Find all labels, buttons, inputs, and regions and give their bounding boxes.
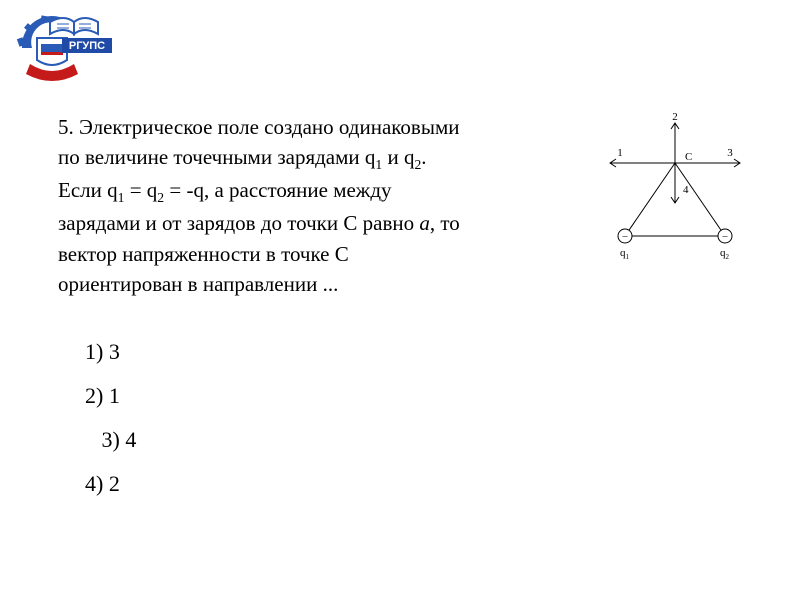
banner-text: РГУПС bbox=[69, 40, 105, 52]
dir-label-2: 2 bbox=[672, 111, 678, 123]
q-line-1: 5. Электрическое поле создано одинаковым… bbox=[58, 112, 558, 142]
q-line-5: вектор напряженности в точке С bbox=[58, 239, 558, 269]
q-line-3: Если q1 = q2 = -q, а расстояние между bbox=[58, 175, 558, 208]
banner: РГУПС bbox=[62, 38, 112, 53]
charge-q2-label: q2 bbox=[720, 247, 730, 261]
university-logo: РГУПС bbox=[12, 8, 122, 88]
answer-option-3: 3) 4 bbox=[85, 418, 136, 462]
answer-option-1: 1) 3 bbox=[85, 330, 136, 374]
question-text: 5. Электрическое поле создано одинаковым… bbox=[58, 112, 558, 300]
book-icon bbox=[50, 18, 98, 34]
dir-label-1: 1 bbox=[617, 147, 623, 159]
diagram: 2 1 3 4 С – – q1 q2 bbox=[590, 108, 760, 268]
page: РГУПС 5. Электрическое поле создано один… bbox=[0, 0, 800, 600]
answer-list: 1) 3 2) 1 3) 4 4) 2 bbox=[85, 330, 136, 506]
ribbon-icon bbox=[26, 64, 78, 81]
point-c-label: С bbox=[685, 151, 692, 163]
dir-label-3: 3 bbox=[727, 147, 733, 159]
dir-label-4: 4 bbox=[683, 184, 689, 196]
minus-icon: – bbox=[722, 231, 729, 242]
q-line-4: зарядами и от зарядов до точки С равно a… bbox=[58, 208, 558, 238]
answer-option-2: 2) 1 bbox=[85, 374, 136, 418]
q-line-6: ориентирован в направлении ... bbox=[58, 269, 558, 299]
charge-q1-label: q1 bbox=[620, 247, 630, 261]
answer-option-4: 4) 2 bbox=[85, 462, 136, 506]
minus-icon: – bbox=[622, 231, 629, 242]
q-line-2: по величине точечными зарядами q1 и q2. bbox=[58, 142, 558, 175]
